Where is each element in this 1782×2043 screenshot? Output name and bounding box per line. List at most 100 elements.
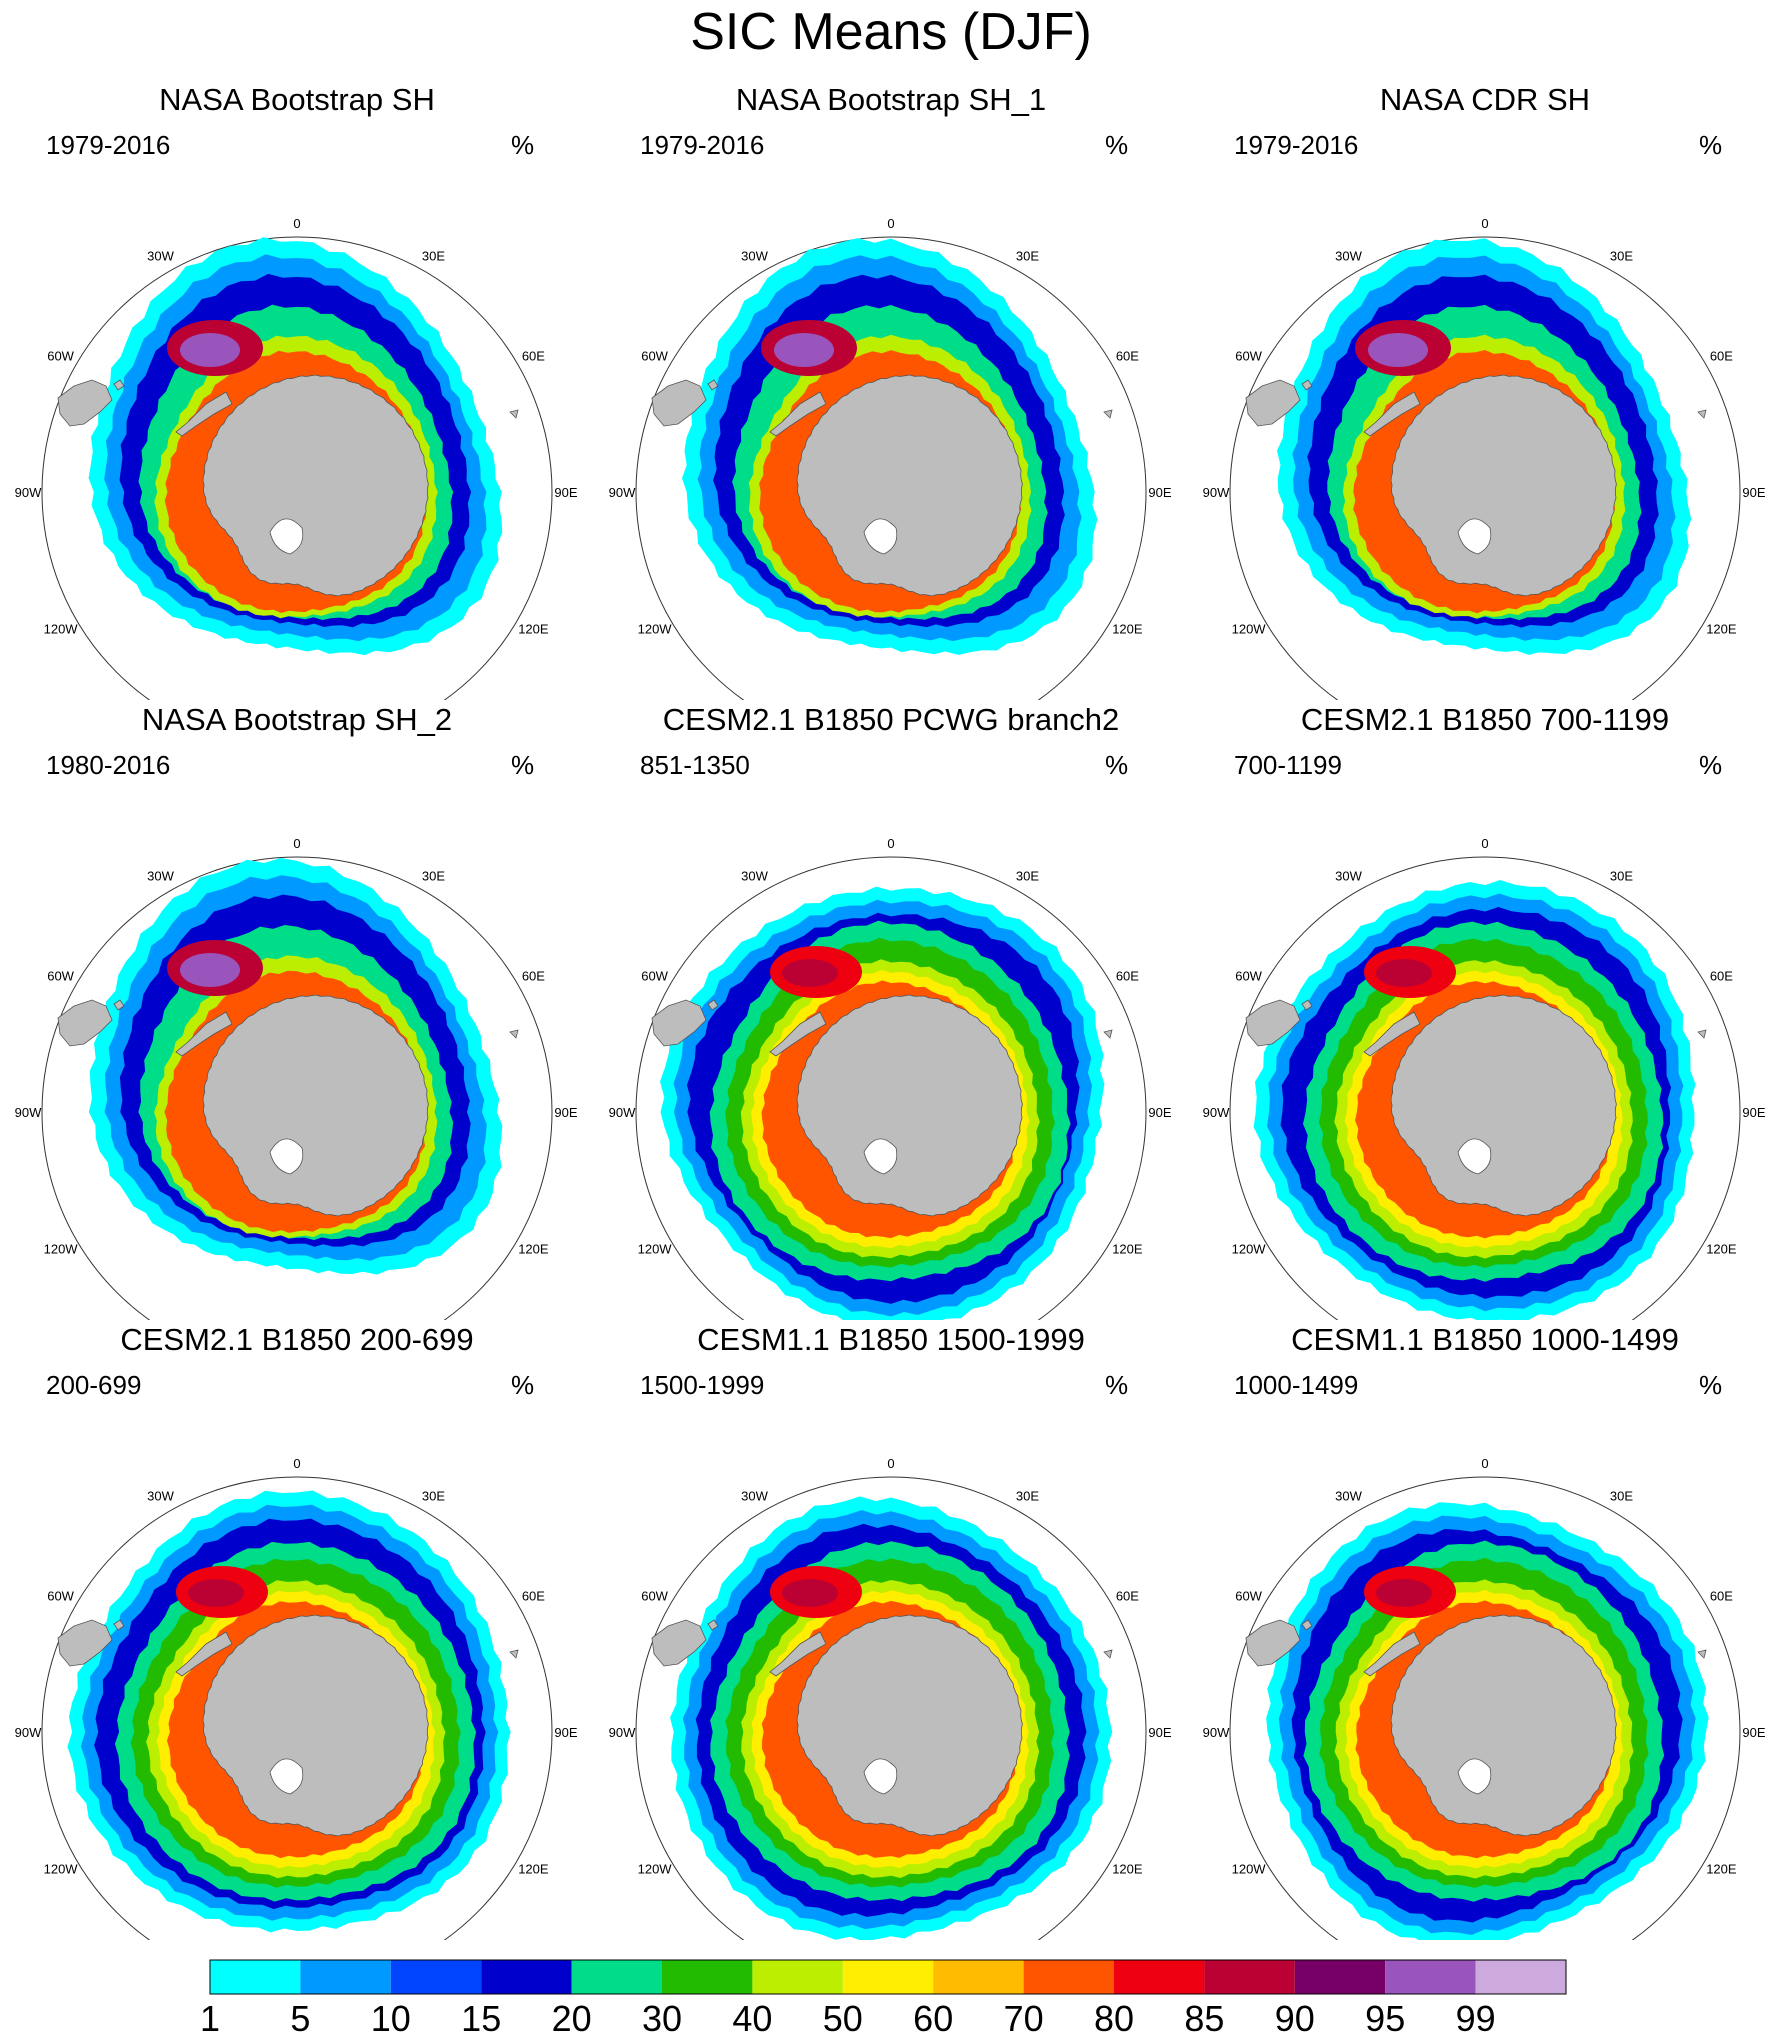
polar-map: 030E60E90E120E150E180150W120W90W60W30W bbox=[1203, 216, 1766, 700]
longitude-label: 30W bbox=[147, 869, 174, 884]
colorbar-tick-label: 85 bbox=[1184, 1998, 1224, 2039]
longitude-label: 60W bbox=[1235, 1589, 1262, 1604]
island-landmass bbox=[1301, 379, 1313, 391]
island-landmass bbox=[1103, 1649, 1113, 1659]
island-landmass bbox=[1103, 409, 1113, 419]
longitude-label: 90E bbox=[1742, 1105, 1765, 1120]
island-landmass bbox=[509, 409, 519, 419]
panel-period: 1000-1499 bbox=[1234, 1370, 1359, 1400]
sic-contour-band bbox=[782, 1579, 838, 1607]
ross-ice-shelf bbox=[269, 518, 304, 555]
longitude-label: 60E bbox=[522, 969, 545, 984]
sic-contour-band bbox=[1376, 1579, 1432, 1607]
panel-title: CESM1.1 B1850 1000-1499 bbox=[1291, 1322, 1679, 1357]
colorbar-tick-label: 40 bbox=[732, 1998, 772, 2039]
longitude-label: 0 bbox=[293, 216, 300, 231]
longitude-label: 120W bbox=[44, 1242, 79, 1257]
longitude-label: 30W bbox=[147, 1489, 174, 1504]
island-landmass bbox=[1697, 1649, 1707, 1659]
panel-title: NASA Bootstrap SH_1 bbox=[735, 82, 1047, 117]
colorbar-tick-label: 10 bbox=[371, 1998, 411, 2039]
south-america-landmass bbox=[1245, 379, 1301, 427]
ross-ice-shelf bbox=[1457, 1138, 1492, 1175]
colorbar-tick-label: 99 bbox=[1456, 1998, 1496, 2039]
map-panel: 030E60E90E120E150E180150W120W90W60W30WNA… bbox=[1188, 80, 1782, 700]
panel-unit: % bbox=[511, 130, 535, 160]
longitude-label: 30W bbox=[147, 249, 174, 264]
longitude-label: 90W bbox=[609, 1105, 636, 1120]
longitude-label: 90W bbox=[15, 485, 42, 500]
map-panel: 030E60E90E120E150E180150W120W90W60W30WNA… bbox=[0, 700, 594, 1320]
longitude-label: 90W bbox=[609, 485, 636, 500]
longitude-label: 60E bbox=[1710, 1589, 1733, 1604]
colorbar-swatch bbox=[1204, 1960, 1295, 1994]
panel-unit: % bbox=[1699, 750, 1723, 780]
longitude-label: 90E bbox=[1742, 485, 1765, 500]
longitude-label: 90E bbox=[554, 485, 577, 500]
sic-contour-band bbox=[1376, 959, 1432, 987]
panel-title: CESM2.1 B1850 200-699 bbox=[120, 1322, 474, 1357]
ross-ice-shelf bbox=[1457, 1758, 1492, 1795]
antarctica-landmass bbox=[1390, 994, 1617, 1217]
longitude-label: 0 bbox=[1481, 1456, 1488, 1471]
island-landmass bbox=[1697, 409, 1707, 419]
island-landmass bbox=[1301, 999, 1313, 1011]
polar-map: 030E60E90E120E150E180150W120W90W60W30W bbox=[609, 216, 1172, 700]
panel-period: 1979-2016 bbox=[640, 130, 765, 160]
colorbar-swatch bbox=[300, 1960, 391, 1994]
polar-map: 030E60E90E120E150E180150W120W90W60W30W bbox=[15, 1456, 578, 1940]
panel-unit: % bbox=[511, 1370, 535, 1400]
panel-period: 851-1350 bbox=[640, 750, 750, 780]
longitude-label: 30E bbox=[1016, 869, 1039, 884]
island-landmass bbox=[1103, 1029, 1113, 1039]
island-landmass bbox=[707, 1619, 719, 1631]
colorbar-tick-label: 50 bbox=[823, 1998, 863, 2039]
longitude-label: 30W bbox=[741, 869, 768, 884]
longitude-label: 120E bbox=[1112, 1242, 1143, 1257]
longitude-label: 120W bbox=[1232, 1862, 1267, 1877]
antarctic-peninsula bbox=[1363, 391, 1421, 437]
longitude-label: 0 bbox=[1481, 216, 1488, 231]
longitude-label: 0 bbox=[887, 836, 894, 851]
panel-unit: % bbox=[511, 750, 535, 780]
ross-ice-shelf bbox=[863, 1138, 898, 1175]
island-landmass bbox=[1697, 1029, 1707, 1039]
colorbar-swatch bbox=[1385, 1960, 1476, 1994]
longitude-label: 60W bbox=[641, 349, 668, 364]
antarctica-landmass bbox=[202, 374, 429, 597]
ross-ice-shelf bbox=[269, 1758, 304, 1795]
antarctic-peninsula bbox=[175, 391, 233, 437]
map-panel: 030E60E90E120E150E180150W120W90W60W30WCE… bbox=[594, 1320, 1188, 1940]
colorbar-swatch bbox=[210, 1960, 301, 1994]
colorbar-swatch bbox=[752, 1960, 843, 1994]
longitude-label: 120W bbox=[44, 1862, 79, 1877]
south-america-landmass bbox=[651, 1619, 707, 1667]
longitude-label: 30E bbox=[1610, 869, 1633, 884]
longitude-label: 120E bbox=[518, 1242, 549, 1257]
longitude-label: 90W bbox=[1203, 1105, 1230, 1120]
island-landmass bbox=[113, 1619, 125, 1631]
longitude-label: 120E bbox=[1112, 622, 1143, 637]
longitude-label: 90E bbox=[554, 1725, 577, 1740]
antarctica-landmass bbox=[796, 1614, 1023, 1837]
panel-title: NASA Bootstrap SH_2 bbox=[141, 702, 453, 737]
longitude-label: 60W bbox=[47, 349, 74, 364]
longitude-label: 90W bbox=[15, 1105, 42, 1120]
longitude-label: 120E bbox=[1112, 1862, 1143, 1877]
longitude-label: 120W bbox=[1232, 622, 1267, 637]
colorbar-swatch bbox=[1023, 1960, 1114, 1994]
longitude-label: 30W bbox=[741, 1489, 768, 1504]
longitude-label: 90E bbox=[1148, 485, 1171, 500]
longitude-label: 90W bbox=[609, 1725, 636, 1740]
panel-period: 1500-1999 bbox=[640, 1370, 765, 1400]
longitude-label: 90W bbox=[15, 1725, 42, 1740]
panel-title: NASA Bootstrap SH bbox=[159, 82, 435, 117]
colorbar-tick-label: 70 bbox=[1004, 1998, 1044, 2039]
longitude-label: 0 bbox=[293, 1456, 300, 1471]
antarctic-peninsula bbox=[769, 391, 827, 437]
panel-title: CESM2.1 B1850 PCWG branch2 bbox=[662, 702, 1120, 737]
antarctica-landmass bbox=[796, 374, 1023, 597]
longitude-label: 120W bbox=[1232, 1242, 1267, 1257]
polar-map: 030E60E90E120E150E180150W120W90W60W30W bbox=[1203, 1456, 1766, 1940]
island-landmass bbox=[113, 999, 125, 1011]
